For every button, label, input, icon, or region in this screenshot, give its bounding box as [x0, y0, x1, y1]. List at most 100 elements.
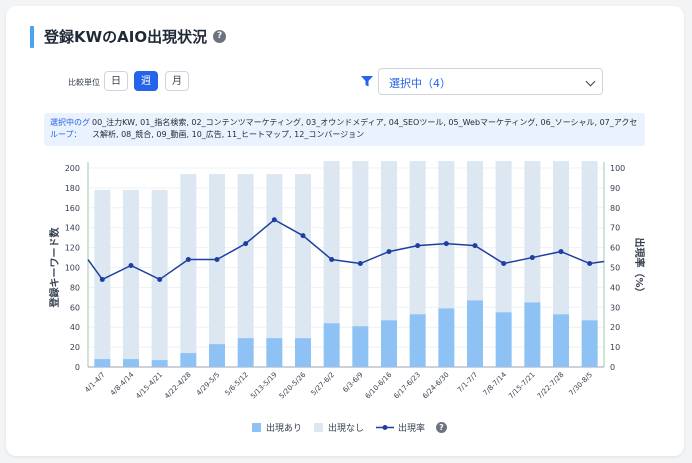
rate-point	[587, 261, 593, 267]
y2-tick-label: 50	[610, 264, 620, 273]
page-title: 登録KWのAIO出現状況?	[44, 27, 227, 47]
legend-label-no-appear: 出現なし	[328, 424, 365, 434]
rate-point	[300, 233, 306, 239]
bar-appear	[381, 320, 397, 367]
page-title-text: 登録KWのAIO出現状況	[44, 28, 208, 46]
bar-no-appear	[151, 189, 168, 361]
bar-appear	[438, 308, 455, 367]
bar-appear	[151, 360, 168, 367]
bar-appear	[295, 338, 311, 367]
bar-appear	[553, 314, 569, 367]
bar-no-appear	[352, 161, 369, 327]
selected-groups-panel: 選択中のグループ： 00_注力KW, 01_指名検索, 02_コンテンツマーケテ…	[44, 113, 645, 146]
y2-axis-title: 出現率（%）	[633, 237, 646, 297]
unit-month-button[interactable]: 月	[165, 71, 189, 91]
bar-no-appear	[180, 173, 197, 354]
bar-no-appear	[438, 161, 455, 309]
bar-appear	[581, 320, 598, 367]
x-tick-label: 6/3-6/9	[341, 371, 364, 394]
rate-point	[329, 257, 335, 263]
y-tick-label: 80	[70, 283, 80, 292]
bar-appear	[123, 359, 139, 367]
x-tick-label: 4/1-4/7	[83, 371, 106, 394]
rate-point	[157, 276, 163, 282]
legend-swatch-appear	[252, 423, 261, 432]
help-icon[interactable]: ?	[213, 30, 227, 43]
legend-item-no-appear[interactable]: 出現なし	[314, 421, 364, 434]
rate-line	[87, 218, 605, 281]
x-tick-label: 7/30-8/5	[568, 371, 595, 398]
bar-appear	[266, 338, 283, 367]
bar-appear	[495, 312, 512, 367]
legend-swatch-no-appear	[314, 423, 323, 432]
rate-point	[185, 257, 191, 263]
x-tick-label: 4/22-4/28	[163, 371, 193, 401]
x-tick-label: 4/29-5/5	[195, 371, 222, 398]
rate-point	[99, 276, 105, 282]
y-tick-label: 120	[65, 244, 80, 253]
bar-no-appear	[495, 161, 512, 313]
rate-point	[558, 249, 564, 255]
y-tick-label: 40	[70, 323, 80, 332]
y2-tick-label: 0	[610, 363, 615, 372]
bar-appear	[524, 302, 541, 367]
group-filter-select[interactable]: 選択中（4）	[378, 68, 603, 95]
y-tick-label: 200	[65, 164, 80, 173]
rate-point	[415, 243, 421, 249]
bar-appear	[467, 300, 483, 367]
rate-point	[271, 217, 277, 223]
bar-appear	[180, 353, 197, 367]
y-tick-label: 140	[65, 224, 80, 233]
y2-tick-label: 80	[610, 204, 620, 213]
y2-tick-label: 40	[610, 283, 620, 292]
y2-tick-label: 30	[610, 303, 620, 312]
y2-tick-label: 100	[610, 164, 625, 173]
bar-no-appear	[409, 161, 426, 315]
bar-no-appear	[553, 161, 569, 315]
y-tick-label: 160	[65, 204, 80, 213]
x-tick-label: 7/15-7/21	[507, 371, 537, 401]
x-tick-label: 7/22-7/28	[536, 371, 566, 401]
selected-groups-text: 00_注力KW, 01_指名検索, 02_コンテンツマーケティング, 03_オウ…	[92, 118, 638, 139]
y2-tick-label: 70	[610, 224, 620, 233]
rate-point	[443, 241, 449, 247]
bar-appear	[409, 314, 426, 367]
bar-no-appear	[295, 173, 311, 339]
rate-point	[501, 261, 507, 267]
legend-label-appear: 出現あり	[266, 424, 303, 434]
y-tick-label: 20	[70, 343, 80, 352]
y2-tick-label: 20	[610, 323, 620, 332]
bar-no-appear	[381, 161, 397, 321]
x-tick-label: 4/8-4/14	[109, 370, 136, 397]
bar-no-appear	[323, 161, 340, 324]
rate-point	[243, 241, 249, 247]
bar-no-appear	[237, 173, 254, 339]
y-tick-label: 100	[65, 264, 80, 273]
y2-tick-label: 10	[610, 343, 620, 352]
y-axis-title: 登録キーワード数	[48, 227, 61, 309]
bar-no-appear	[524, 161, 541, 303]
filter-icon	[361, 76, 373, 87]
rate-point	[357, 261, 363, 267]
x-tick-label: 7/1-7/7	[456, 371, 479, 394]
unit-day-button[interactable]: 日	[104, 71, 128, 91]
bar-no-appear	[467, 161, 483, 301]
unit-week-button[interactable]: 週	[134, 71, 158, 91]
legend-item-rate[interactable]: 出現率 ?	[376, 421, 447, 434]
legend-help-icon[interactable]: ?	[435, 422, 447, 433]
rate-point	[128, 263, 134, 269]
bar-appear	[352, 326, 369, 367]
legend-item-appear[interactable]: 出現あり	[252, 421, 302, 434]
bar-no-appear	[266, 173, 283, 339]
legend-label-rate: 出現率	[398, 424, 426, 434]
legend-line-icon	[376, 425, 394, 430]
group-filter-value: 選択中（4）	[389, 77, 451, 90]
y-tick-label: 0	[75, 363, 80, 372]
selected-groups-label: 選択中のグループ：	[50, 118, 90, 139]
y2-tick-label: 90	[610, 184, 620, 193]
x-tick-label: 5/27-6/2	[310, 371, 337, 398]
x-tick-label: 7/8-7/14	[482, 370, 509, 397]
bar-appear	[94, 359, 111, 367]
bar-appear	[237, 338, 254, 367]
